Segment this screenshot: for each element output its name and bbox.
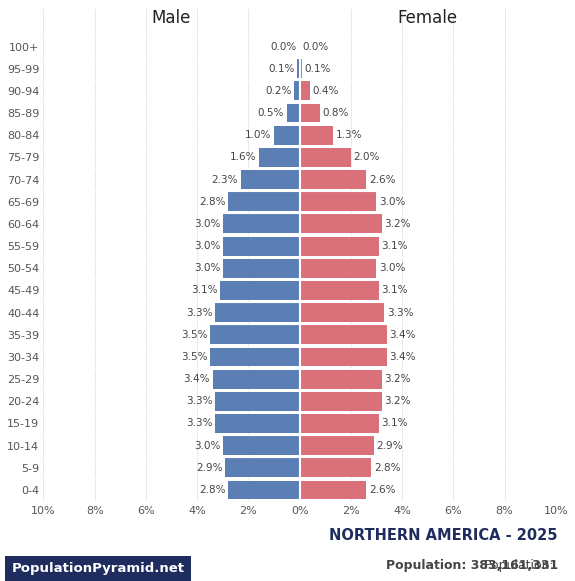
Bar bbox=[300, 414, 379, 433]
Bar bbox=[300, 303, 384, 322]
Text: 2.8%: 2.8% bbox=[199, 197, 225, 207]
Text: 3.0%: 3.0% bbox=[194, 263, 220, 273]
Text: 1.6%: 1.6% bbox=[229, 152, 256, 163]
Text: 3.4%: 3.4% bbox=[389, 352, 416, 362]
Bar bbox=[241, 170, 300, 189]
Text: 2.9%: 2.9% bbox=[377, 440, 403, 451]
Text: 0.1%: 0.1% bbox=[268, 64, 294, 74]
Text: 3.1%: 3.1% bbox=[382, 285, 408, 295]
Bar bbox=[259, 148, 300, 167]
Text: 3.3%: 3.3% bbox=[186, 396, 213, 406]
Text: 2.6%: 2.6% bbox=[369, 174, 395, 185]
Text: 3.5%: 3.5% bbox=[181, 352, 208, 362]
Bar bbox=[210, 325, 300, 344]
Bar bbox=[225, 458, 300, 477]
Bar bbox=[300, 148, 351, 167]
Bar bbox=[300, 236, 379, 256]
Text: 0.1%: 0.1% bbox=[305, 64, 331, 74]
Text: 2.3%: 2.3% bbox=[212, 174, 238, 185]
Text: Population:: Population: bbox=[484, 560, 558, 572]
Text: 3.1%: 3.1% bbox=[382, 241, 408, 251]
Bar bbox=[300, 103, 320, 123]
Bar bbox=[297, 59, 300, 78]
Bar bbox=[228, 192, 300, 211]
Bar bbox=[287, 103, 300, 123]
Bar bbox=[300, 170, 366, 189]
Text: 3.2%: 3.2% bbox=[384, 396, 411, 406]
Bar bbox=[300, 214, 382, 234]
Bar bbox=[300, 126, 333, 145]
Text: 3.1%: 3.1% bbox=[191, 285, 218, 295]
Text: 3.0%: 3.0% bbox=[194, 440, 220, 451]
Text: 0.5%: 0.5% bbox=[258, 108, 284, 118]
Bar bbox=[300, 392, 382, 411]
Bar bbox=[300, 259, 377, 278]
Text: 3.3%: 3.3% bbox=[186, 307, 213, 318]
Text: Female: Female bbox=[398, 9, 458, 27]
Bar bbox=[300, 59, 302, 78]
Bar bbox=[300, 436, 374, 455]
Bar bbox=[294, 81, 300, 101]
Text: 2.8%: 2.8% bbox=[199, 485, 225, 495]
Bar bbox=[215, 414, 300, 433]
Text: 0.4%: 0.4% bbox=[312, 86, 339, 96]
Text: 3.0%: 3.0% bbox=[194, 219, 220, 229]
Text: 3.5%: 3.5% bbox=[181, 330, 208, 340]
Text: 3.3%: 3.3% bbox=[186, 418, 213, 428]
Text: 0.0%: 0.0% bbox=[302, 41, 328, 52]
Bar bbox=[213, 370, 300, 389]
Text: 3.3%: 3.3% bbox=[387, 307, 413, 318]
Text: 0.0%: 0.0% bbox=[271, 41, 297, 52]
Bar bbox=[300, 325, 387, 344]
Bar bbox=[300, 281, 379, 300]
Text: 2.6%: 2.6% bbox=[369, 485, 395, 495]
Bar bbox=[300, 347, 387, 367]
Text: 0.8%: 0.8% bbox=[323, 108, 349, 118]
Bar bbox=[210, 347, 300, 367]
Bar bbox=[228, 480, 300, 500]
Text: 3.2%: 3.2% bbox=[384, 374, 411, 384]
Text: 3.2%: 3.2% bbox=[384, 219, 411, 229]
Text: 2.8%: 2.8% bbox=[374, 463, 400, 473]
Text: 3.4%: 3.4% bbox=[183, 374, 210, 384]
Bar bbox=[300, 370, 382, 389]
Text: 1.0%: 1.0% bbox=[245, 130, 271, 140]
Bar bbox=[223, 436, 300, 455]
Text: 3.0%: 3.0% bbox=[194, 241, 220, 251]
Bar bbox=[223, 259, 300, 278]
Bar bbox=[300, 192, 377, 211]
Bar bbox=[220, 281, 300, 300]
Text: 3.0%: 3.0% bbox=[379, 263, 405, 273]
Text: 2.0%: 2.0% bbox=[354, 152, 380, 163]
Bar bbox=[223, 236, 300, 256]
Text: Male: Male bbox=[152, 9, 191, 27]
Text: 3.4%: 3.4% bbox=[389, 330, 416, 340]
Text: 2.9%: 2.9% bbox=[196, 463, 223, 473]
Bar bbox=[300, 480, 366, 500]
Text: 0.2%: 0.2% bbox=[266, 86, 292, 96]
Text: 3.0%: 3.0% bbox=[379, 197, 405, 207]
Text: PopulationPyramid.net: PopulationPyramid.net bbox=[12, 562, 185, 575]
Text: 1.3%: 1.3% bbox=[335, 130, 362, 140]
Bar bbox=[300, 81, 310, 101]
Bar bbox=[300, 458, 371, 477]
Text: NORTHERN AMERICA - 2025: NORTHERN AMERICA - 2025 bbox=[329, 528, 558, 543]
Text: 3.1%: 3.1% bbox=[382, 418, 408, 428]
Bar bbox=[223, 214, 300, 234]
Bar bbox=[274, 126, 300, 145]
Bar bbox=[215, 392, 300, 411]
Bar bbox=[215, 303, 300, 322]
Text: Population: 383,161,331: Population: 383,161,331 bbox=[385, 560, 558, 572]
